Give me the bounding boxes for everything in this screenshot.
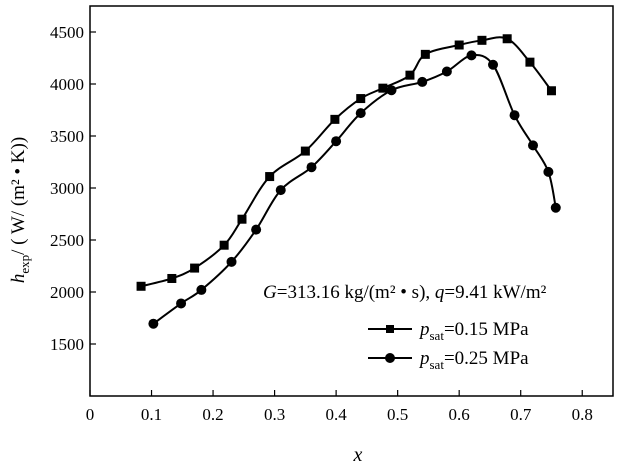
y-tick-label: 4500 (50, 23, 84, 42)
data-point-square (420, 49, 430, 59)
legend-marker-square (386, 325, 394, 333)
data-point-circle (176, 298, 187, 309)
data-point-square (136, 281, 146, 291)
legend-label-0-p: p (418, 319, 430, 340)
data-point-circle (509, 110, 520, 121)
data-point-square (167, 273, 177, 283)
axes (89, 5, 614, 397)
data-point-circle (543, 166, 554, 177)
data-point-circle (417, 76, 428, 87)
data-point-square (237, 214, 247, 224)
x-tick-label: 0.8 (572, 405, 593, 424)
y-axis-title: hexp/ ( W/ (m² • K)) (8, 137, 32, 283)
data-point-circle (251, 224, 262, 235)
x-tick-label: 0.7 (510, 405, 532, 424)
data-point-circle (441, 66, 452, 77)
legend-label-0-sub: sat (430, 328, 445, 343)
data-point-circle (275, 185, 286, 196)
data-point-circle (331, 136, 342, 147)
data-point-square (265, 172, 275, 182)
legend-entry-1: psat=0.25 MPa (368, 348, 529, 372)
data-point-circle (550, 202, 561, 213)
y-axis-title-rest: / ( W/ (m² • K)) (8, 137, 29, 255)
y-axis-title-h: h (8, 274, 29, 284)
data-point-square (219, 240, 229, 250)
plot-frame (89, 5, 614, 397)
legend-label-1-value: =0.25 MPa (444, 348, 529, 369)
annotation-g-symbol: G (263, 282, 277, 303)
legend-marker-circle (385, 353, 395, 363)
annotation-q-symbol: q (435, 282, 445, 303)
x-tick-label: 0.3 (264, 405, 285, 424)
data-point-square (502, 34, 512, 44)
legend-entry-0: psat=0.15 MPa (368, 319, 529, 343)
data-point-square (356, 94, 366, 104)
data-point-square (454, 40, 464, 50)
data-point-circle (528, 140, 539, 151)
x-tick-label: 0.4 (325, 405, 347, 424)
data-point-circle (226, 256, 237, 267)
y-ticks: 1500 2000 2500 3000 3500 4000 4500 (50, 23, 96, 354)
legend-label-0-value: =0.15 MPa (444, 319, 529, 340)
data-point-circle (306, 162, 317, 173)
x-tick-label: 0.5 (387, 405, 408, 424)
y-tick-label: 1500 (50, 335, 84, 354)
y-tick-label: 4000 (50, 75, 84, 94)
series-markers (136, 34, 561, 329)
data-point-circle (488, 59, 499, 70)
annotation-q-value: =9.41 kW/m² (444, 282, 546, 303)
legend-label-1-p: p (418, 348, 430, 369)
series-line-0 (140, 36, 553, 288)
data-point-square (300, 146, 310, 156)
data-point-circle (196, 284, 207, 295)
x-tick-label: 0.1 (141, 405, 162, 424)
data-point-square (190, 263, 200, 273)
data-point-square (378, 83, 388, 93)
x-axis-title: x (353, 444, 363, 466)
series-lines (140, 36, 557, 325)
data-point-circle (355, 108, 366, 119)
y-tick-label: 3500 (50, 127, 84, 146)
data-point-circle (148, 318, 159, 329)
legend-label-1: psat=0.25 MPa (418, 348, 529, 372)
legend: psat=0.15 MPa psat=0.25 MPa (368, 319, 529, 372)
data-point-square (330, 114, 340, 124)
x-tick-label: 0.6 (449, 405, 470, 424)
data-point-square (477, 35, 487, 45)
y-tick-label: 3000 (50, 179, 84, 198)
y-tick-label: 2000 (50, 283, 84, 302)
data-point-square (525, 57, 535, 67)
y-tick-label: 2500 (50, 231, 84, 250)
data-point-square (546, 86, 556, 96)
x-tick-label: 0 (86, 405, 95, 424)
conditions-annotation: G=313.16 kg/(m² • s), q=9.41 kW/m² (263, 282, 547, 303)
data-point-circle (466, 50, 477, 61)
x-tick-label: 0.2 (202, 405, 223, 424)
annotation-g-value: =313.16 kg/(m² • s), (277, 282, 435, 303)
x-ticks: 0 0.1 0.2 0.3 0.4 0.5 0.6 0.7 0.8 (86, 390, 593, 424)
legend-label-1-sub: sat (430, 357, 445, 372)
y-axis-title-sub: exp (17, 255, 32, 274)
legend-label-0: psat=0.15 MPa (418, 319, 529, 343)
data-point-circle (386, 85, 397, 96)
data-point-square (405, 70, 415, 80)
